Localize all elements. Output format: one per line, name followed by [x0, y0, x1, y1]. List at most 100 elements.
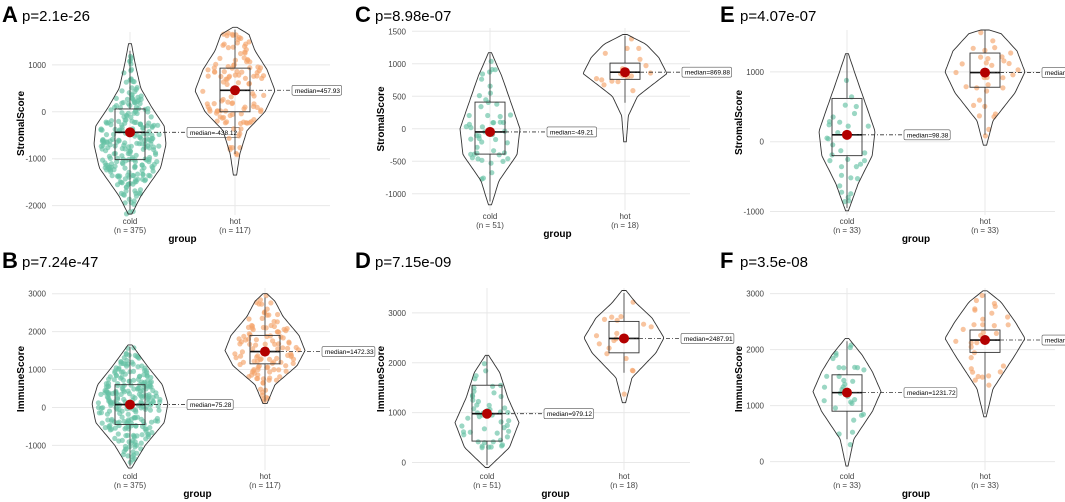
data-point [290, 356, 297, 362]
data-point [277, 374, 283, 380]
data-point [281, 326, 287, 332]
x-tick-count: (n = 51) [476, 221, 504, 230]
data-point [1000, 75, 1006, 81]
data-point [992, 45, 998, 51]
data-point [99, 146, 105, 152]
data-point [985, 56, 991, 62]
x-axis-label: group [902, 489, 930, 500]
violin-outline [583, 290, 665, 404]
data-point [116, 438, 122, 444]
data-point [1015, 67, 1021, 73]
median-label: median=869.88 [685, 70, 730, 77]
data-point [963, 84, 969, 90]
data-point [95, 400, 101, 406]
data-point [136, 105, 142, 112]
data-point [241, 55, 247, 61]
x-tick-label: hot [618, 472, 630, 481]
data-point [973, 297, 980, 304]
data-point [147, 380, 153, 386]
data-point [109, 426, 115, 432]
data-point [974, 340, 980, 346]
data-point [826, 122, 832, 128]
y-tick-label: 1000 [388, 60, 406, 69]
data-point [136, 385, 142, 391]
y-tick-label: 0 [760, 458, 765, 467]
data-point [614, 330, 620, 336]
data-point [997, 369, 1003, 375]
data-point [157, 399, 163, 405]
data-point [122, 426, 128, 432]
median-label: median=1231.72 [907, 390, 956, 397]
data-point [500, 158, 506, 164]
data-point [970, 369, 976, 375]
data-point [138, 440, 144, 446]
data-point [490, 120, 496, 126]
data-point [217, 114, 223, 120]
data-point [238, 126, 244, 132]
median-dot [980, 335, 990, 346]
data-point [128, 416, 135, 422]
data-point [122, 443, 128, 450]
data-point [468, 136, 474, 142]
data-point [256, 68, 262, 74]
data-point [494, 101, 500, 107]
data-point [972, 377, 978, 383]
y-tick-label: 1000 [28, 61, 46, 70]
data-point [979, 374, 986, 380]
y-axis-label: StromalScore [376, 86, 387, 151]
data-point [483, 368, 489, 374]
data-point [150, 168, 156, 174]
data-point [100, 157, 106, 163]
data-point [130, 394, 136, 400]
data-point [137, 134, 143, 140]
y-tick-label: -1000 [386, 190, 407, 199]
data-point [843, 77, 850, 83]
data-point [141, 384, 147, 390]
data-point [249, 323, 255, 329]
data-point [848, 191, 854, 197]
data-point [473, 373, 479, 379]
data-point [229, 31, 235, 37]
data-point [618, 314, 624, 320]
data-point [221, 69, 227, 75]
data-point [246, 80, 252, 87]
data-point [280, 345, 286, 351]
data-point [266, 312, 272, 318]
y-tick-label: 0 [42, 403, 47, 412]
data-point [241, 333, 247, 339]
data-point [615, 79, 621, 85]
data-point [266, 356, 273, 362]
data-point [953, 338, 959, 344]
data-point [275, 311, 281, 318]
data-point [139, 162, 145, 168]
data-point [865, 123, 871, 129]
data-point [980, 329, 986, 336]
data-point [851, 110, 858, 117]
y-tick-label: 1000 [746, 402, 764, 411]
data-point [465, 415, 471, 421]
panel-letter: E [720, 2, 735, 27]
data-point [133, 193, 139, 199]
data-point [824, 373, 830, 379]
data-point [837, 183, 843, 189]
data-point [139, 379, 145, 385]
data-point [990, 38, 996, 44]
data-point [648, 324, 654, 330]
data-point [258, 107, 264, 113]
data-point [146, 154, 153, 161]
data-point [125, 411, 131, 417]
data-point [143, 436, 149, 442]
median-label-box [903, 129, 951, 141]
data-point [134, 414, 141, 420]
data-point [242, 104, 248, 110]
violin-outline [459, 52, 521, 206]
median-label: median=1472.33 [325, 349, 374, 356]
data-point [217, 55, 223, 62]
data-point [835, 130, 841, 136]
data-point [259, 392, 266, 398]
y-tick-label: 1500 [388, 27, 406, 36]
y-tick-label: 2000 [28, 328, 46, 337]
data-point [108, 107, 114, 113]
data-point [479, 76, 485, 82]
